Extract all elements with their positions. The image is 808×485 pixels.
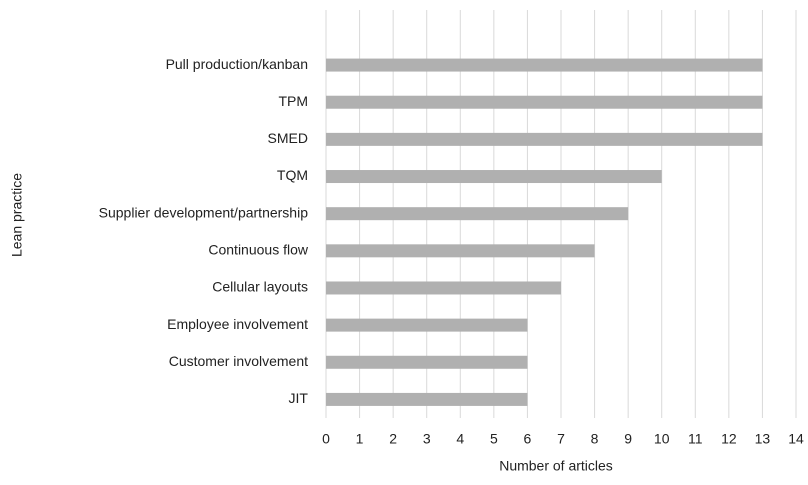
bar xyxy=(326,392,528,406)
y-tick-label: Supplier development/partnership xyxy=(99,204,309,220)
y-tick-label: Pull production/kanban xyxy=(166,56,308,72)
y-tick-label: Continuous flow xyxy=(208,242,309,258)
x-tick-label: 1 xyxy=(356,431,364,447)
x-tick-label: 12 xyxy=(721,431,737,447)
bar xyxy=(326,58,763,72)
y-tick-label: SMED xyxy=(268,130,308,146)
x-tick-label: 10 xyxy=(654,431,670,447)
y-tick-label: Customer involvement xyxy=(169,353,308,369)
x-tick-label: 13 xyxy=(755,431,771,447)
x-tick-label: 3 xyxy=(423,431,431,447)
bar xyxy=(326,318,528,332)
bar xyxy=(326,207,629,221)
x-tick-label: 4 xyxy=(456,431,464,447)
bar xyxy=(326,244,595,258)
x-tick-label: 7 xyxy=(557,431,565,447)
x-tick-label: 6 xyxy=(524,431,532,447)
x-tick-label: 0 xyxy=(322,431,330,447)
bar xyxy=(326,132,763,146)
bar xyxy=(326,170,662,184)
bar xyxy=(326,95,763,109)
bar xyxy=(326,355,528,369)
y-axis-title: Lean practice xyxy=(9,173,25,257)
y-tick-label: TQM xyxy=(277,167,308,183)
y-tick-label: JIT xyxy=(289,390,309,406)
y-tick-label: TPM xyxy=(278,93,308,109)
x-tick-label: 5 xyxy=(490,431,498,447)
x-tick-label: 9 xyxy=(624,431,632,447)
y-tick-label: Cellular layouts xyxy=(212,279,308,295)
bar xyxy=(326,281,561,295)
y-tick-label: Employee involvement xyxy=(167,316,308,332)
x-tick-label: 8 xyxy=(591,431,599,447)
x-tick-label: 2 xyxy=(389,431,397,447)
x-tick-label: 14 xyxy=(788,431,804,447)
x-tick-label: 11 xyxy=(688,431,703,447)
x-axis-title: Number of articles xyxy=(499,458,613,474)
